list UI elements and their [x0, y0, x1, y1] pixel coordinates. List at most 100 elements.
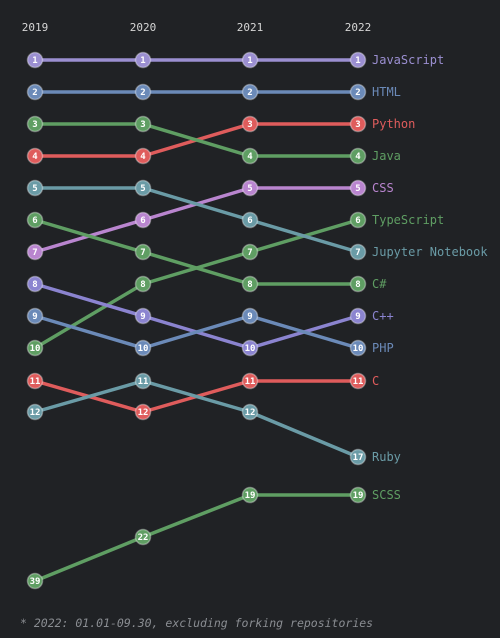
series-label-scss: SCSS: [372, 488, 401, 502]
rank-number: 6: [140, 216, 145, 226]
rank-marker-scss-2021: 19: [241, 486, 259, 504]
rank-marker-html-2019: 2: [26, 83, 44, 101]
rank-number: 9: [355, 312, 360, 322]
series-line-scss: [33, 493, 360, 583]
rank-dot: [349, 147, 367, 165]
rank-dot: [349, 339, 367, 357]
rank-number: 8: [355, 280, 360, 290]
rank-number: 22: [138, 533, 149, 543]
rank-dot: [26, 403, 44, 421]
rank-number: 4: [32, 152, 38, 162]
rank-dot: [134, 275, 152, 293]
rank-number: 10: [245, 344, 256, 354]
rank-marker-csharp-2019: 6: [26, 211, 44, 229]
rank-marker-html-2021: 2: [241, 83, 259, 101]
rank-dot: [349, 211, 367, 229]
rank-number: 11: [30, 377, 41, 387]
rank-dot: [26, 51, 44, 69]
rank-dot: [241, 83, 259, 101]
rank-dot: [134, 211, 152, 229]
rank-marker-ruby-2022: 17: [349, 448, 367, 466]
rank-number: 3: [32, 120, 37, 130]
rank-marker-java-2021: 4: [241, 147, 259, 165]
rank-dot: [26, 147, 44, 165]
rank-number: 10: [138, 344, 149, 354]
rank-number: 2: [355, 88, 360, 98]
rank-number: 3: [355, 120, 360, 130]
rank-number: 2: [32, 88, 37, 98]
rank-marker-ruby-2019: 12: [26, 403, 44, 421]
rank-dot: [241, 486, 259, 504]
rank-marker-php-2020: 10: [134, 339, 152, 357]
rank-dot: [349, 51, 367, 69]
rank-marker-cpp-2022: 9: [349, 307, 367, 325]
rank-number: 2: [247, 88, 252, 98]
rank-marker-cpp-2021: 10: [241, 339, 259, 357]
rank-marker-java-2019: 3: [26, 115, 44, 133]
rank-number: 12: [245, 408, 256, 418]
rank-marker-python-2019: 4: [26, 147, 44, 165]
rank-number: 10: [353, 344, 364, 354]
rank-marker-jupyter-notebook-2020: 5: [134, 179, 152, 197]
rank-dot: [134, 339, 152, 357]
rank-dot: [241, 51, 259, 69]
rank-marker-jupyter-notebook-2021: 6: [241, 211, 259, 229]
rank-dot: [241, 339, 259, 357]
rank-dot: [26, 339, 44, 357]
rank-marker-html-2022: 2: [349, 83, 367, 101]
series-line-java: [33, 122, 360, 158]
rank-number: 5: [247, 184, 252, 194]
rank-number: 1: [140, 56, 145, 66]
rank-dot: [26, 211, 44, 229]
rank-number: 4: [140, 152, 146, 162]
rank-number: 6: [355, 216, 360, 226]
rank-dot: [349, 83, 367, 101]
rank-dot: [241, 243, 259, 261]
rank-marker-scss-2019: 39: [26, 572, 44, 590]
rank-marker-css-2022: 5: [349, 179, 367, 197]
rank-number: 1: [355, 56, 360, 66]
rank-dot: [26, 243, 44, 261]
series-labels: JavaScript HTML Python Java CSS TypeScript Jup…: [372, 53, 488, 502]
rank-number: 12: [30, 408, 41, 418]
rank-marker-ruby-2021: 12: [241, 403, 259, 421]
rank-marker-jupyter-notebook-2022: 7: [349, 243, 367, 261]
rank-dot: [241, 179, 259, 197]
series-line-ruby: [33, 379, 360, 459]
rank-dot: [26, 307, 44, 325]
rank-number: 4: [355, 152, 361, 162]
rank-number: 5: [32, 184, 37, 194]
rank-dot: [241, 275, 259, 293]
series-line-css: [33, 186, 360, 254]
series-label-php: PHP: [372, 341, 394, 355]
rank-marker-typescript-2019: 10: [26, 339, 44, 357]
rank-number: 4: [247, 152, 253, 162]
rank-marker-typescript-2022: 6: [349, 211, 367, 229]
series-lines: [33, 58, 360, 583]
rank-marker-php-2019: 9: [26, 307, 44, 325]
rank-number: 9: [140, 312, 145, 322]
rank-number: 8: [140, 280, 145, 290]
rank-number: 19: [353, 491, 364, 501]
rank-marker-csharp-2020: 7: [134, 243, 152, 261]
rank-dot: [241, 372, 259, 390]
rank-number: 12: [138, 408, 149, 418]
rank-number: 11: [138, 377, 149, 387]
rank-marker-python-2022: 3: [349, 115, 367, 133]
year-label-2022: 2022: [345, 21, 372, 34]
rank-number: 7: [32, 248, 37, 258]
series-label-ruby: Ruby: [372, 450, 401, 464]
rank-dot: [134, 403, 152, 421]
rank-marker-typescript-2020: 8: [134, 275, 152, 293]
series-label-typescript: TypeScript: [372, 213, 444, 227]
rank-marker-scss-2022: 19: [349, 486, 367, 504]
rank-dot: [26, 275, 44, 293]
rank-number: 17: [353, 453, 364, 463]
series-line-jupyter-notebook: [33, 186, 360, 254]
rank-number: 11: [245, 377, 256, 387]
rank-dot: [26, 372, 44, 390]
rank-dot: [134, 83, 152, 101]
rank-dot: [134, 115, 152, 133]
series-label-html: HTML: [372, 85, 401, 99]
rank-marker-css-2021: 5: [241, 179, 259, 197]
